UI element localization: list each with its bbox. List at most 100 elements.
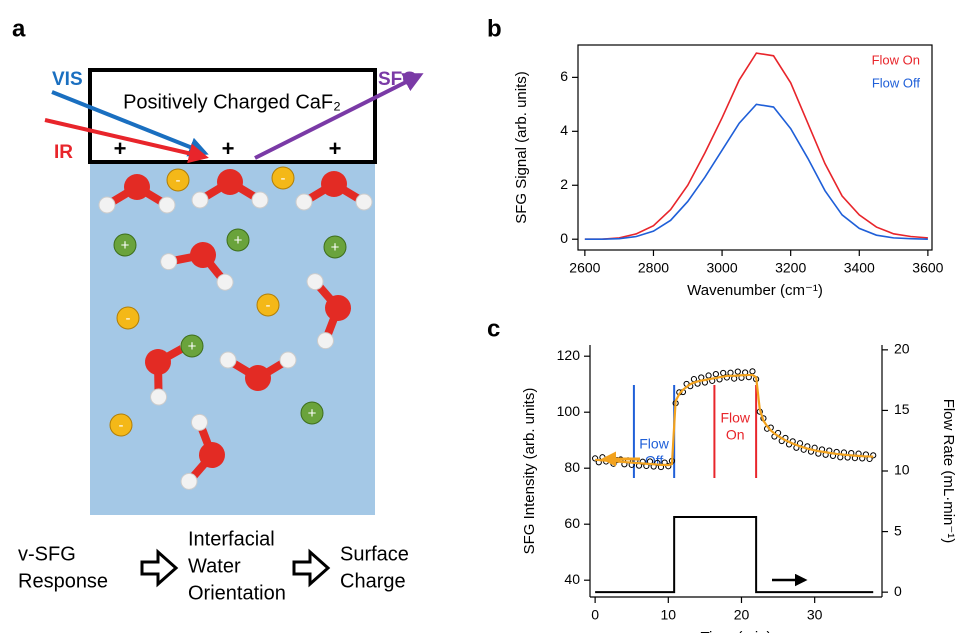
oxygen	[199, 442, 225, 468]
data-line	[584, 52, 928, 241]
data-point	[665, 463, 672, 470]
ion-label: +	[234, 232, 243, 249]
annotation: On	[726, 427, 745, 443]
y-tick-label: 0	[560, 230, 568, 246]
ion-label: +	[188, 338, 197, 355]
panel-label: c	[487, 315, 500, 342]
flow-step: Water	[188, 555, 241, 577]
x-tick-label: 10	[661, 607, 677, 623]
flow-step: v-SFG	[18, 543, 76, 565]
ion-label: -	[119, 417, 124, 434]
water-molecule	[219, 351, 297, 391]
hydrogen	[158, 196, 176, 214]
cation	[226, 228, 250, 252]
flow-step: Orientation	[188, 582, 286, 604]
y2-tick-label: 15	[894, 401, 910, 417]
cation	[300, 401, 324, 425]
water-molecule	[306, 273, 351, 350]
oxygen	[124, 174, 150, 200]
y2-tick-label: 0	[894, 583, 902, 599]
y-axis-label: SFG Intensity (arb. units)	[521, 388, 538, 555]
data-point	[720, 369, 727, 377]
ion-label: -	[126, 310, 131, 327]
flow-step: Interfacial	[188, 528, 275, 550]
ion-label: -	[266, 297, 271, 314]
panel-label: b	[487, 15, 502, 42]
hydrogen	[219, 351, 237, 369]
plot-frame	[577, 44, 933, 251]
y-tick-label: 60	[564, 515, 580, 531]
cation	[113, 233, 137, 257]
sfg-beam	[254, 73, 424, 160]
hydrogen	[191, 191, 209, 209]
oxygen	[321, 171, 347, 197]
ion-label: -	[176, 172, 181, 189]
data-point	[734, 368, 741, 375]
anion	[116, 306, 140, 330]
legend-entry: Flow Off	[872, 75, 921, 90]
water-molecule	[160, 242, 234, 291]
hydrogen	[190, 413, 208, 431]
data-point	[749, 368, 756, 375]
hydrogen	[98, 196, 116, 214]
annotation: Flow	[720, 410, 750, 426]
oxygen	[217, 169, 243, 195]
y2-axis-label: Flow Rate (mL·min⁻¹)	[940, 399, 957, 544]
hydrogen	[150, 388, 168, 406]
data-point	[727, 369, 734, 376]
ion-label: +	[121, 237, 130, 254]
surface-charge: +	[329, 136, 342, 161]
hydrogen	[180, 472, 198, 490]
data-point	[592, 455, 599, 462]
flow-step: Surface	[340, 543, 409, 565]
x-tick-label: 20	[734, 607, 750, 623]
hydrogen	[355, 193, 373, 211]
oxygen	[245, 365, 271, 391]
x-tick-label: 3400	[844, 260, 875, 276]
y-axis-label: SFG Signal (arb. units)	[513, 71, 530, 224]
flow-rate-line	[595, 516, 874, 594]
flow-arrow	[292, 548, 331, 588]
hydrogen	[216, 273, 234, 291]
cation	[323, 235, 347, 259]
hydrogen	[251, 191, 269, 209]
hydrogen	[316, 332, 334, 350]
y-tick-label: 4	[560, 122, 568, 138]
data-line	[584, 103, 928, 241]
x-tick-label: 2800	[638, 260, 669, 276]
data-point	[870, 452, 877, 459]
x-tick-label: 0	[591, 607, 599, 623]
surface-charge: +	[222, 136, 235, 161]
ion-label: +	[331, 239, 340, 256]
data-point	[705, 372, 712, 379]
oxygen	[325, 295, 351, 321]
water-molecule	[191, 169, 269, 209]
x-tick-label: 3600	[912, 260, 943, 276]
anion	[256, 293, 280, 317]
flow-step: Charge	[340, 570, 406, 592]
x-axis-label: Wavenumber (cm⁻¹)	[687, 282, 823, 299]
ion-label: -	[281, 170, 286, 187]
oxygen	[190, 242, 216, 268]
panel-label: a	[12, 15, 26, 42]
cation	[180, 334, 204, 358]
y-tick-label: 120	[557, 347, 581, 363]
vis-beam	[51, 90, 209, 157]
legend-entry: Flow On	[872, 52, 920, 67]
y-tick-label: 6	[560, 68, 568, 84]
x-tick-label: 3200	[775, 260, 806, 276]
flow-step: Response	[18, 570, 108, 592]
crystal-label: Positively Charged CaF₂	[123, 91, 341, 113]
annotation: Flow	[639, 436, 669, 452]
surface-charge: +	[114, 136, 127, 161]
anion	[109, 413, 133, 437]
oxygen	[145, 349, 171, 375]
beam-label: VIS	[52, 69, 83, 90]
y2-tick-label: 10	[894, 462, 910, 478]
y-tick-label: 40	[564, 571, 580, 587]
water-molecule	[295, 171, 373, 211]
ion-label: +	[308, 405, 317, 422]
flow-arrow	[140, 548, 179, 588]
x-axis-label: Time (min)	[700, 629, 771, 633]
